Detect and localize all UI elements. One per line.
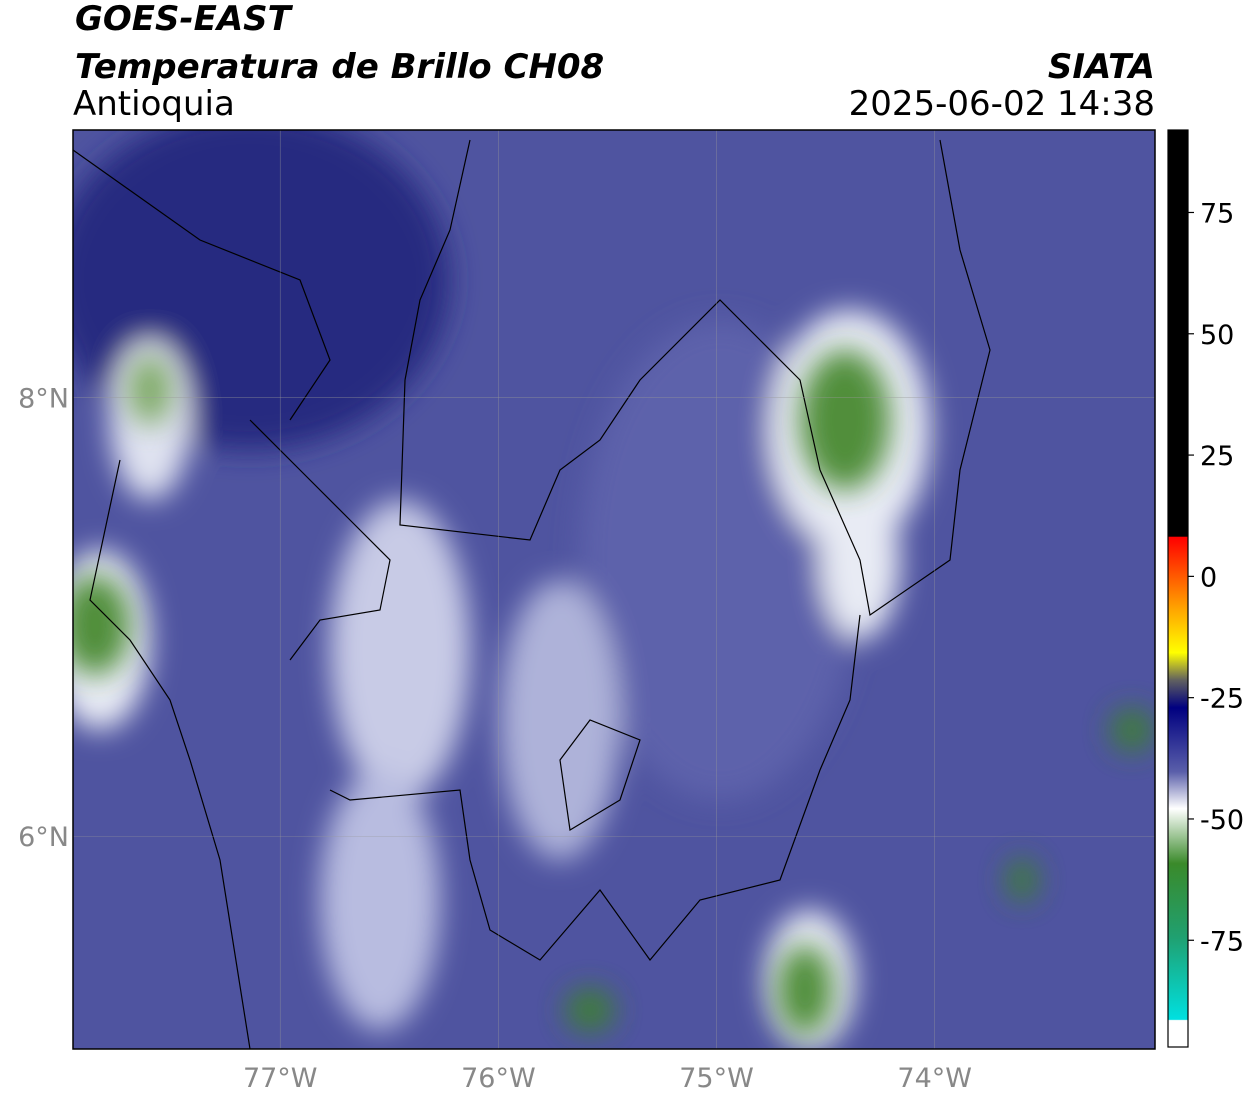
colorbar-tick-label: -75 <box>1200 926 1244 957</box>
colorbar-tick-label: 25 <box>1200 441 1234 472</box>
colorbar-tick-label: -25 <box>1200 684 1244 715</box>
region: Antioquia <box>73 84 235 124</box>
lon-label: 74°W <box>897 1063 972 1094</box>
lon-label: 75°W <box>679 1063 754 1094</box>
colorbar <box>1167 129 1189 1048</box>
subtitle: Temperatura de Brillo CH08 <box>75 47 604 87</box>
colorbar-tick-label: 75 <box>1200 198 1234 229</box>
lat-label: 6°N <box>18 822 69 853</box>
lon-label: 77°W <box>243 1063 318 1094</box>
lon-label: 76°W <box>461 1063 536 1094</box>
lat-label: 8°N <box>18 384 69 415</box>
source: SIATA <box>1048 47 1155 87</box>
title: GOES-EAST <box>75 0 294 39</box>
map-frame <box>72 129 1156 1050</box>
colorbar-tick-label: 0 <box>1200 562 1217 593</box>
datetime: 2025-06-02 14:38 <box>849 84 1155 124</box>
satellite-image <box>73 130 1155 1049</box>
colorbar-tick-label: 50 <box>1200 320 1234 351</box>
colorbar-tick-label: -50 <box>1200 805 1244 836</box>
